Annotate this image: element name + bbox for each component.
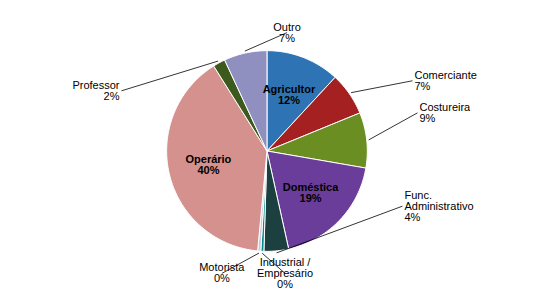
svg-text:Comerciante7%: Comerciante7% — [414, 69, 476, 92]
svg-text:Func.Administrativo4%: Func.Administrativo4% — [404, 189, 473, 223]
svg-text:Outro7%: Outro7% — [273, 21, 301, 44]
svg-text:Operário40%: Operário40% — [185, 153, 231, 176]
svg-text:Professor2%: Professor2% — [72, 79, 119, 102]
svg-text:Doméstica19%: Doméstica19% — [283, 181, 340, 204]
svg-text:Motorista0%: Motorista0% — [199, 261, 245, 284]
svg-text:Agricultor12%: Agricultor12% — [263, 83, 316, 106]
svg-text:Industrial /Empresário0%: Industrial /Empresário0% — [257, 256, 313, 290]
svg-text:Costureira9%: Costureira9% — [419, 101, 471, 124]
